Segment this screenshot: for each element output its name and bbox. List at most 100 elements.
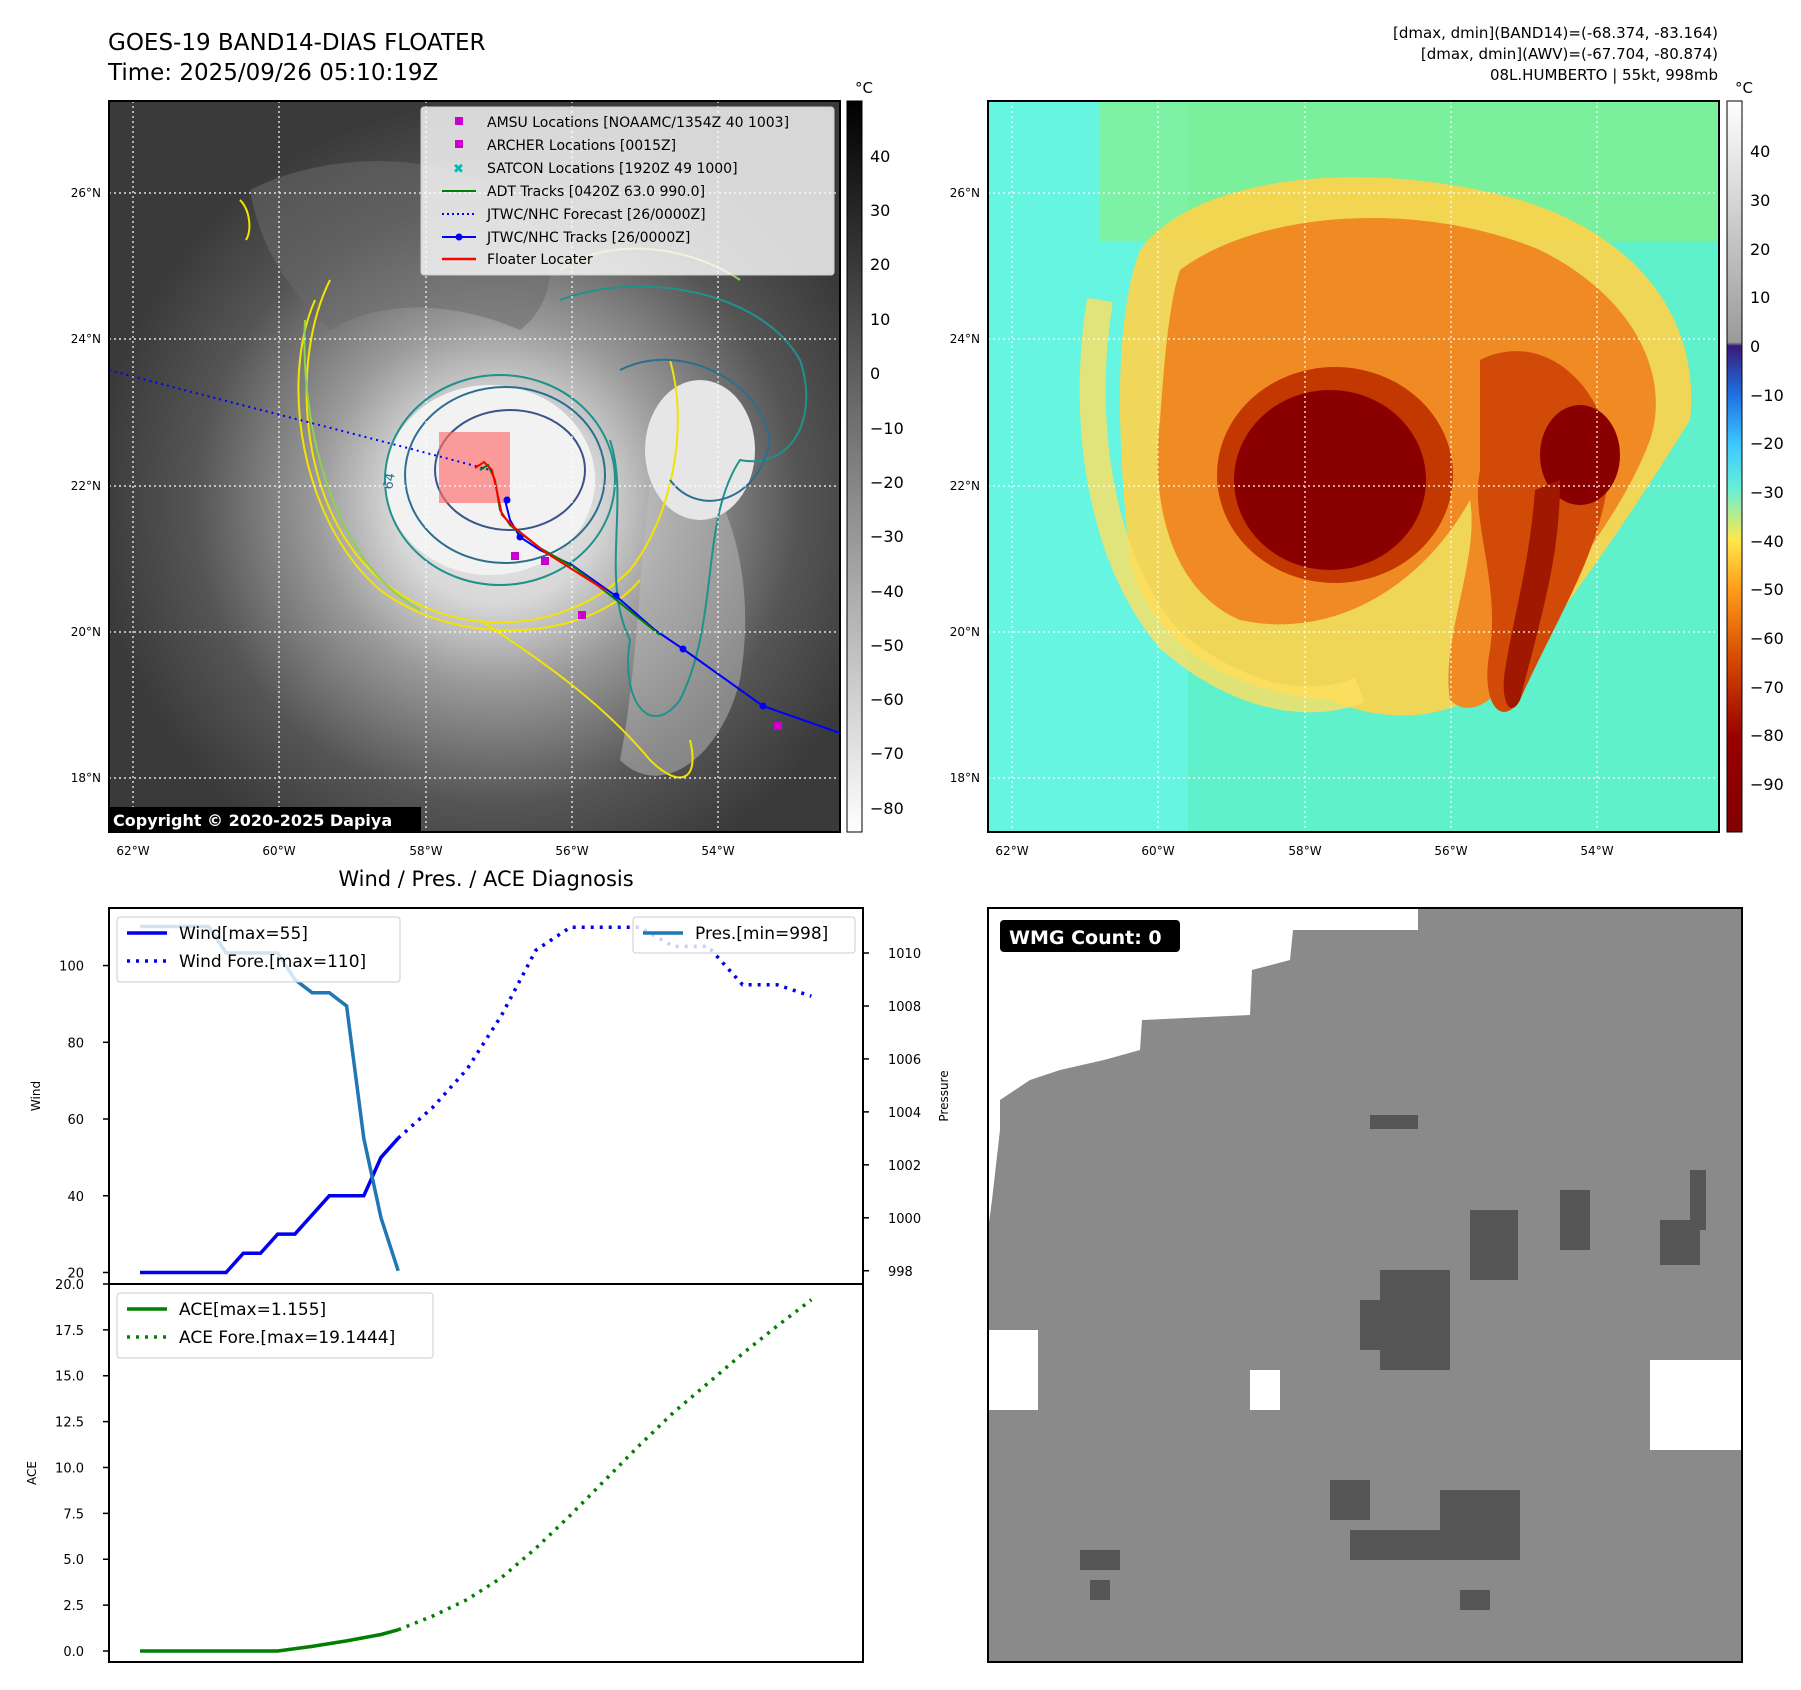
- legend-forecast: JTWC/NHC Forecast [26/0000Z]: [486, 207, 706, 223]
- cbar-gray-0: 0: [870, 364, 880, 383]
- legend-ace: ACE[max=1.155]: [179, 1300, 326, 1320]
- stats-awv: [dmax, dmin](AWV)=(-67.704, -80.874): [1421, 45, 1718, 63]
- cbar-color-m30: −30: [1750, 483, 1784, 502]
- ace-ytick-2-5: 2.5: [63, 1599, 84, 1614]
- panel-ir-color: 26°N 24°N 22°N 20°N 18°N 62°W 60°W 58°W …: [950, 100, 1720, 858]
- colorbar-color: °C 40 30 20 10 0 −10 −20 −30 −40 −50 −60…: [1726, 79, 1784, 833]
- ace-ytick-0: 0.0: [63, 1645, 84, 1660]
- lat-label-b-18n: 18°N: [950, 771, 980, 785]
- legend-satcon-marker: ✖: [453, 162, 464, 177]
- cbar-gray-m50: −50: [870, 636, 904, 655]
- wind-ylabel: Wind: [29, 1081, 43, 1111]
- copyright: Copyright © 2020-2025 Dapiya: [113, 811, 392, 830]
- colorbar-gray: °C 40 30 20 10 0 −10 −20 −30 −40 −50 −60…: [846, 79, 904, 833]
- cbar-color-m40: −40: [1750, 532, 1784, 551]
- lon-label-58w: 58°W: [409, 844, 442, 858]
- ace-line: [140, 1628, 399, 1653]
- lon-label-b-58w: 58°W: [1288, 844, 1321, 858]
- cbar-color-m10: −10: [1750, 386, 1784, 405]
- wind-line: [140, 1137, 400, 1275]
- lon-label-b-54w: 54°W: [1580, 844, 1613, 858]
- pres-ytick-1006: 1006: [888, 1053, 921, 1068]
- legend-wind: Wind[max=55]: [179, 924, 308, 944]
- pres-ytick-1008: 1008: [888, 1000, 921, 1015]
- legend-satcon: SATCON Locations [1920Z 49 1000]: [487, 161, 738, 177]
- lat-label-b-26n: 26°N: [950, 186, 980, 200]
- cbar-gray-30: 30: [870, 201, 890, 220]
- lon-label-60w: 60°W: [262, 844, 295, 858]
- wind-ytick-20: 20: [67, 1266, 84, 1281]
- ace-ytick-5: 5.0: [63, 1553, 84, 1568]
- ace-ytick-7-5: 7.5: [63, 1507, 84, 1522]
- legend-floater: Floater Locater: [487, 252, 593, 268]
- legend-amsu: AMSU Locations [NOAAMC/1354Z 40 1003]: [487, 115, 789, 131]
- cbar-gray-m80: −80: [870, 799, 904, 818]
- lat-label-b-24n: 24°N: [950, 332, 980, 346]
- cbar-color-m50: −50: [1750, 580, 1784, 599]
- lon-label-56w: 56°W: [555, 844, 588, 858]
- cbar-gray-10: 10: [870, 310, 890, 329]
- contour-label: 64: [381, 472, 399, 491]
- cbar-color-m80: −80: [1750, 726, 1784, 745]
- figure-title: GOES-19 BAND14-DIAS FLOATER: [108, 30, 486, 56]
- cbar-color-0: 0: [1750, 337, 1760, 356]
- cbar-gray-m60: −60: [870, 690, 904, 709]
- wmg-count-badge: WMG Count: 0: [1009, 927, 1162, 949]
- ace-ytick-17-5: 17.5: [55, 1324, 84, 1339]
- colorbar-gray-unit: °C: [855, 79, 873, 97]
- cbar-gray-40: 40: [870, 147, 890, 166]
- lat-label-b-22n: 22°N: [950, 479, 980, 493]
- panel-wmg: WMG Count: 0: [987, 907, 1743, 1663]
- ace-chart: ACE 20.0 17.5 15.0 12.5 10.0 7.5 5.0 2.5…: [25, 1278, 864, 1663]
- cbar-gray-m20: −20: [870, 473, 904, 492]
- ace-ytick-12-5: 12.5: [55, 1416, 84, 1431]
- pres-ytick-998: 998: [888, 1265, 913, 1280]
- cbar-gray-m10: −10: [870, 419, 904, 438]
- lon-label-62w: 62°W: [116, 844, 149, 858]
- lat-label-24n: 24°N: [71, 332, 101, 346]
- legend-wind-forecast: Wind Fore.[max=110]: [179, 952, 366, 972]
- cbar-color-10: 10: [1750, 288, 1770, 307]
- cbar-color-20: 20: [1750, 240, 1770, 259]
- wind-ytick-40: 40: [67, 1190, 84, 1205]
- cbar-gray-m30: −30: [870, 527, 904, 546]
- cbar-color-m70: −70: [1750, 678, 1784, 697]
- cbar-color-m60: −60: [1750, 629, 1784, 648]
- lat-label-22n: 22°N: [71, 479, 101, 493]
- stats-band14: [dmax, dmin](BAND14)=(-68.374, -83.164): [1393, 24, 1718, 42]
- ace-ytick-15: 15.0: [55, 1370, 84, 1385]
- lat-label-18n: 18°N: [71, 771, 101, 785]
- legend-pressure: Pres.[min=998]: [695, 924, 828, 944]
- legend-tracks: JTWC/NHC Tracks [26/0000Z]: [486, 230, 690, 246]
- lon-label-b-60w: 60°W: [1141, 844, 1174, 858]
- legend-adt: ADT Tracks [0420Z 63.0 990.0]: [487, 184, 705, 200]
- lat-label-b-20n: 20°N: [950, 625, 980, 639]
- legend-archer: ARCHER Locations [0015Z]: [487, 138, 676, 154]
- lat-label-26n: 26°N: [71, 186, 101, 200]
- cbar-color-30: 30: [1750, 191, 1770, 210]
- ace-ylabel: ACE: [25, 1461, 39, 1485]
- cbar-color-m90: −90: [1750, 775, 1784, 794]
- pres-ytick-1002: 1002: [888, 1159, 921, 1174]
- pressure-ylabel: Pressure: [937, 1070, 951, 1121]
- cbar-gray-20: 20: [870, 255, 890, 274]
- wind-ytick-80: 80: [67, 1036, 84, 1051]
- lon-label-b-62w: 62°W: [995, 844, 1028, 858]
- wind-pressure-chart: Wind Pressure 100 80 60 40 20 1010 1008 …: [29, 907, 951, 1285]
- pres-ytick-1004: 1004: [888, 1106, 921, 1121]
- map-legend: AMSU Locations [NOAAMC/1354Z 40 1003] AR…: [420, 106, 835, 276]
- cbar-color-40: 40: [1750, 142, 1770, 161]
- wind-forecast-line: [397, 925, 812, 1140]
- ace-ytick-20: 20.0: [55, 1278, 84, 1293]
- storm-summary: 08L.HUMBERTO | 55kt, 998mb: [1490, 66, 1718, 84]
- diagnosis-title: Wind / Pres. / ACE Diagnosis: [338, 867, 633, 891]
- pres-ytick-1010: 1010: [888, 947, 921, 962]
- legend-ace-forecast: ACE Fore.[max=19.1444]: [179, 1328, 395, 1348]
- lon-label-b-56w: 56°W: [1434, 844, 1467, 858]
- wind-ytick-100: 100: [59, 960, 84, 975]
- panel-ir-gray: 64 AMSU Locations [NOAAMC/1354Z 40 1003]…: [71, 100, 841, 858]
- colorbar-color-unit: °C: [1735, 79, 1753, 97]
- ace-ytick-10: 10.0: [55, 1461, 84, 1476]
- figure-time: Time: 2025/09/26 05:10:19Z: [107, 60, 438, 86]
